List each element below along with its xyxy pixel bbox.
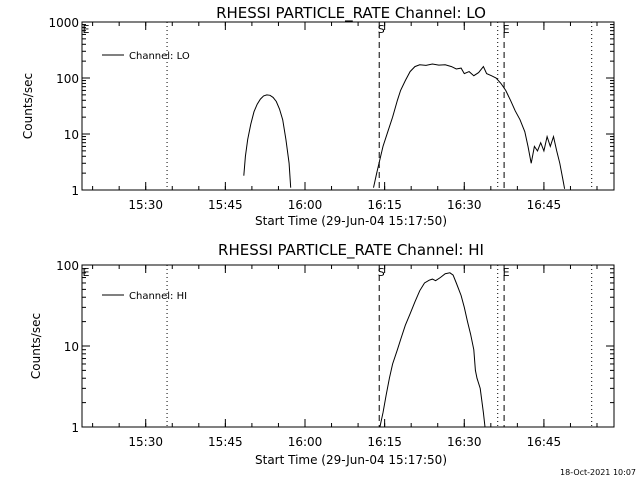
x-tick-label: 16:00 <box>288 435 323 449</box>
y-tick-label: 1000 <box>48 16 79 30</box>
chart-panel-1: RHESSI PARTICLE_RATE Channel: LO 15:30 15:… <box>21 4 615 228</box>
x-tick-label: 16:15 <box>367 198 402 212</box>
chart-title: RHESSI PARTICLE_RATE Channel: HI <box>218 241 484 260</box>
series-line <box>379 272 486 428</box>
series-line <box>373 63 566 189</box>
x-axis-label: Start Time (29-Jun-04 15:17:50) <box>255 214 447 228</box>
x-tick-label: 16:00 <box>288 198 323 212</box>
x-tick-label: 16:45 <box>527 435 562 449</box>
plot-frame <box>81 21 615 191</box>
marker-label-s: S <box>378 266 385 279</box>
marker-label-e: E <box>503 266 510 279</box>
y-tick-label: 10 <box>64 340 79 354</box>
legend-label: Channel: LO <box>129 51 190 62</box>
y-tick-label: 1 <box>71 184 79 198</box>
y-tick-label: 100 <box>56 259 79 273</box>
x-tick-label: 16:30 <box>447 435 482 449</box>
plot-timestamp: 18-Oct-2021 10:07 <box>560 468 636 477</box>
chart-title: RHESSI PARTICLE_RATE Channel: LO <box>216 4 486 23</box>
edge-label: E <box>83 23 90 36</box>
x-tick-label: 15:30 <box>128 435 163 449</box>
x-tick-label: 15:30 <box>128 198 163 212</box>
y-tick-label: 1 <box>71 421 79 435</box>
x-tick-label: 16:30 <box>447 198 482 212</box>
x-tick-label: 16:15 <box>367 435 402 449</box>
x-tick-label: 15:45 <box>208 198 243 212</box>
y-axis-label: Counts/sec <box>21 73 35 139</box>
y-tick-label: 10 <box>64 128 79 142</box>
x-tick-label: 16:45 <box>527 198 562 212</box>
legend-label: Channel: HI <box>129 291 187 302</box>
x-axis-label: Start Time (29-Jun-04 15:17:50) <box>255 453 447 467</box>
x-tick-label: 15:45 <box>208 435 243 449</box>
y-axis-label: Counts/sec <box>29 313 43 379</box>
marker-label-e: E <box>503 23 510 36</box>
series-line <box>243 94 292 188</box>
marker-label-s: S <box>378 23 385 36</box>
chart-panel-2: RHESSI PARTICLE_RATE Channel: HI 15:30 15:… <box>29 241 615 467</box>
edge-label: E <box>83 266 90 279</box>
plot-frame <box>81 264 615 428</box>
y-tick-label: 100 <box>56 72 79 86</box>
